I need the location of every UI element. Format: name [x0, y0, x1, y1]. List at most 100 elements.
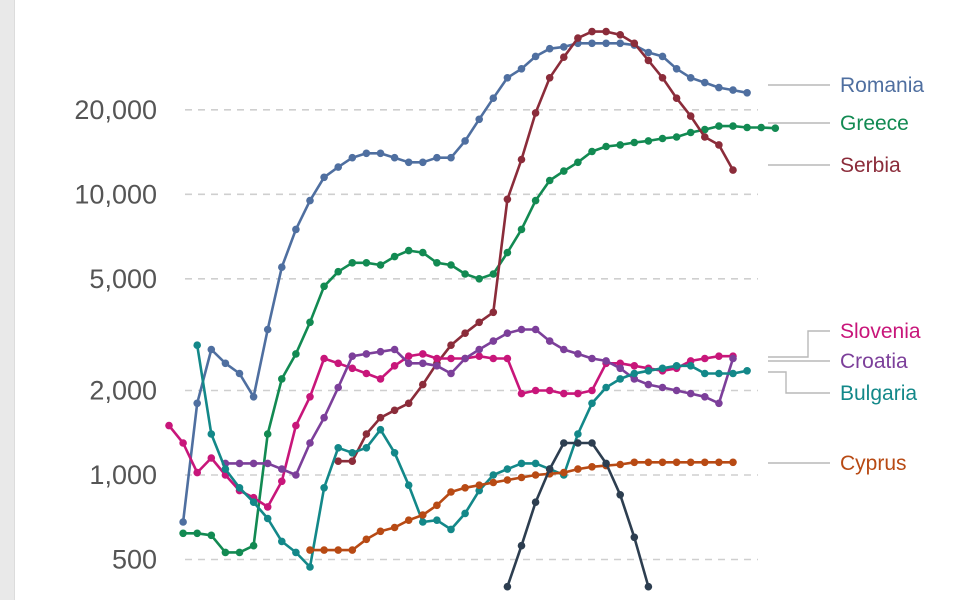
data-point: [672, 362, 681, 370]
data-point: [475, 481, 484, 490]
data-point: [320, 173, 328, 182]
series-cyprus: [306, 458, 737, 554]
data-point: [263, 325, 272, 334]
data-point: [686, 389, 695, 398]
data-point: [404, 359, 413, 368]
data-point: [517, 389, 526, 398]
data-point: [701, 458, 709, 467]
data-point: [419, 518, 427, 526]
left-edge-divider: [14, 0, 15, 600]
data-point: [292, 225, 300, 234]
data-point: [672, 133, 681, 141]
data-point: [616, 31, 624, 39]
data-point: [404, 246, 413, 255]
data-point: [658, 74, 667, 82]
data-point: [686, 112, 695, 120]
data-point: [376, 149, 385, 158]
data-point: [503, 582, 512, 591]
gridlines: [185, 108, 758, 561]
data-point: [306, 546, 314, 554]
data-point: [560, 43, 568, 51]
data-point: [545, 386, 554, 395]
data-point: [588, 439, 596, 447]
data-point: [278, 465, 286, 473]
data-point: [489, 94, 498, 102]
data-point: [588, 399, 596, 408]
data-point: [334, 267, 343, 276]
left-edge-panel: [0, 0, 14, 600]
data-point: [221, 548, 230, 557]
data-point: [376, 413, 385, 422]
data-point: [658, 134, 667, 143]
data-point: [362, 350, 371, 358]
data-point: [715, 122, 723, 130]
data-point: [433, 501, 441, 510]
data-point: [531, 196, 540, 205]
data-point: [475, 486, 484, 495]
data-point: [419, 511, 427, 519]
data-point: [320, 546, 328, 554]
legend-label-greece: Greece: [840, 112, 909, 135]
data-point: [348, 352, 357, 361]
data-point: [461, 484, 469, 492]
data-point: [348, 449, 357, 457]
data-point: [489, 270, 498, 278]
data-point: [545, 44, 554, 53]
data-point: [616, 460, 624, 469]
data-point: [545, 465, 554, 473]
data-point: [517, 65, 526, 73]
data-point: [306, 563, 314, 571]
data-point: [278, 263, 286, 272]
data-point: [545, 74, 554, 82]
data-point: [743, 367, 751, 375]
data-point: [616, 491, 624, 499]
data-point: [447, 261, 455, 269]
legend-label-cyprus: Cyprus: [840, 452, 907, 475]
series-line: [195, 343, 749, 569]
data-point: [743, 123, 751, 132]
data-point: [207, 430, 216, 438]
data-point: [390, 406, 399, 415]
data-point: [475, 345, 484, 354]
data-point: [686, 458, 695, 467]
data-point: [715, 369, 723, 378]
data-point: [320, 282, 328, 291]
data-point: [179, 518, 187, 526]
data-point: [193, 399, 201, 408]
data-point: [574, 158, 582, 167]
data-point: [630, 533, 639, 542]
data-point: [179, 439, 187, 447]
data-point: [658, 364, 667, 373]
data-point: [545, 176, 554, 185]
series-lines: [165, 27, 780, 591]
data-point: [235, 484, 244, 492]
data-point: [348, 546, 357, 554]
data-point: [715, 399, 723, 408]
data-point: [517, 473, 526, 482]
data-point: [419, 350, 427, 358]
data-point: [489, 337, 498, 345]
data-point: [447, 354, 455, 363]
data-point: [221, 465, 230, 473]
data-point: [574, 465, 582, 473]
data-point: [560, 53, 568, 61]
data-point: [545, 337, 554, 345]
data-point: [348, 457, 357, 466]
legend-leader-slovenia: [768, 330, 830, 358]
data-point: [560, 439, 568, 447]
data-point: [588, 354, 596, 363]
data-point: [390, 523, 399, 532]
data-point: [249, 393, 258, 401]
data-point: [207, 454, 216, 462]
data-point: [292, 350, 300, 358]
y-axis-ticks: 500 1,000 2,000 5,000 10,000 20,000: [74, 95, 157, 575]
series-croatia: [221, 325, 737, 479]
data-point: [503, 74, 512, 82]
data-point: [616, 39, 624, 48]
data-point: [278, 375, 286, 383]
data-point: [531, 52, 540, 61]
data-point: [433, 354, 441, 363]
data-point: [475, 318, 484, 327]
data-point: [560, 389, 568, 398]
data-point: [306, 393, 314, 401]
